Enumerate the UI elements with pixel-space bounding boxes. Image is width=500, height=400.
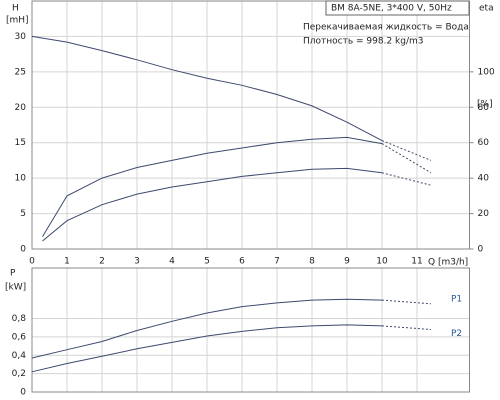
- y2-tick-label: 100: [478, 67, 495, 77]
- y2-tick-label: 20: [478, 209, 490, 219]
- curve-extrapolated: [381, 299, 432, 305]
- annotation: Перекачиваемая жидкость = Вода: [303, 23, 469, 33]
- y-tick-label: 0: [20, 245, 26, 255]
- y-tick-label: 5: [20, 209, 26, 219]
- x-tick-label: 9: [344, 257, 350, 267]
- x-tick-label: 11: [411, 257, 422, 267]
- x-tick-label: 1: [64, 257, 70, 267]
- y-unit: [kW]: [5, 283, 26, 293]
- curve-extrapolated: [381, 140, 432, 161]
- y-tick-label: 25: [15, 67, 26, 77]
- x-tick-label: 8: [309, 257, 315, 267]
- y-tick-label: 10: [15, 174, 27, 184]
- curve: [42, 136, 383, 237]
- y2-tick-label: 60: [478, 138, 490, 148]
- x-tick-label: 0: [29, 257, 35, 267]
- curve: [31, 35, 383, 142]
- x-tick-label: 6: [239, 257, 245, 267]
- y2-tick-label: 0: [478, 245, 484, 255]
- y-tick-label: 0,8: [12, 314, 27, 324]
- curve: [31, 298, 383, 359]
- y-tick-label: 20: [15, 103, 27, 113]
- x-tick-label: 4: [169, 257, 175, 267]
- curve: [31, 324, 383, 373]
- y-label: H: [12, 4, 19, 14]
- bottom-frame: [31, 267, 470, 393]
- y-tick-label: 0: [20, 388, 26, 398]
- curve-label: P2: [451, 329, 462, 339]
- x-tick-label: 5: [204, 257, 210, 267]
- y-tick-label: 30: [15, 32, 27, 42]
- curve-extrapolated: [381, 143, 432, 174]
- y-unit: [mH]: [6, 16, 29, 26]
- y-label: P: [10, 269, 16, 279]
- y2-tick-label: 80: [478, 103, 490, 113]
- top-frame: [31, 0, 470, 250]
- curve: [42, 167, 383, 242]
- curve-label: P1: [451, 294, 462, 304]
- y-tick-label: 0,2: [12, 369, 26, 379]
- x-tick-label: 3: [134, 257, 140, 267]
- y-tick-label: 0,6: [12, 332, 27, 342]
- title-box: [325, 0, 470, 16]
- chart-title: BM 8A-5NE, 3*400 V, 50Hz: [331, 4, 452, 14]
- x-tick-label: 2: [99, 257, 105, 267]
- y-tick-label: 0,4: [12, 351, 27, 361]
- y2-unit: [%]: [477, 100, 493, 110]
- y2-label: eta: [479, 4, 494, 14]
- annotation: Плотность = 998.2 kg/m3: [303, 37, 424, 47]
- x-tick-label: 7: [274, 257, 280, 267]
- x-tick-label: 10: [376, 257, 388, 267]
- x-label: Q [m3/h]: [428, 258, 468, 268]
- curve-extrapolated: [381, 325, 432, 330]
- curve-extrapolated: [381, 172, 432, 186]
- y-tick-label: 15: [15, 138, 26, 148]
- y2-tick-label: 40: [478, 174, 490, 184]
